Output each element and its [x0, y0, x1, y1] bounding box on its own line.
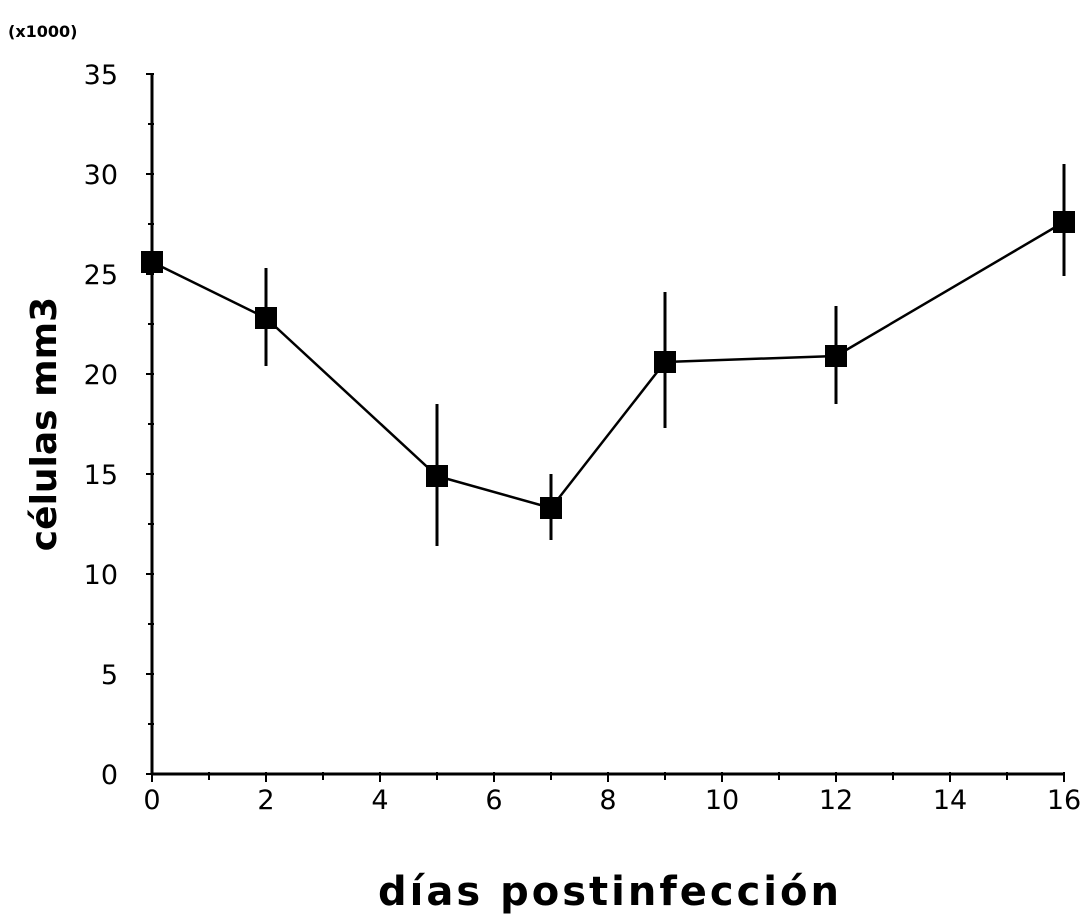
x-tick-label: 16 — [1047, 785, 1081, 816]
series-line-segment — [835, 220, 1065, 358]
x-axis-title: días postinfección — [378, 869, 842, 915]
axes — [150, 74, 1064, 776]
x-tick-label: 6 — [485, 785, 502, 816]
y-tick-label: 5 — [101, 660, 118, 691]
x-tick-label: 10 — [705, 785, 739, 816]
markers — [141, 211, 1075, 519]
y-tick-label: 35 — [84, 60, 118, 91]
y-tick-label: 0 — [101, 760, 118, 791]
y-axis-title: células mm3 — [24, 297, 65, 551]
y-ticks: 0 5 10 15 20 25 30 35 — [84, 60, 154, 791]
x-tick-label: 2 — [257, 785, 274, 816]
x-ticks: 0 2 4 6 8 10 12 14 16 — [143, 772, 1081, 816]
series-line-segment — [664, 354, 837, 364]
y-tick-label: 25 — [84, 260, 118, 291]
series-line-segment — [265, 317, 438, 477]
series-line-segment — [550, 361, 666, 509]
data-point — [825, 345, 847, 367]
series-line-segment — [436, 474, 552, 510]
error-bars — [264, 164, 1066, 546]
data-point — [654, 351, 676, 373]
data-point — [540, 497, 562, 519]
x-tick-label: 4 — [371, 785, 388, 816]
data-point — [426, 465, 448, 487]
x-tick-label: 12 — [819, 785, 853, 816]
data-point — [1053, 211, 1075, 233]
y-multiplier-label: (x1000) — [8, 22, 77, 41]
series-line-segment — [151, 260, 267, 320]
x-tick-label: 0 — [143, 785, 160, 816]
y-tick-label: 20 — [84, 360, 118, 391]
y-tick-label: 15 — [84, 460, 118, 491]
y-tick-label: 10 — [84, 560, 118, 591]
data-point — [255, 307, 277, 329]
x-tick-label: 14 — [933, 785, 967, 816]
x-tick-label: 8 — [599, 785, 616, 816]
series-line-group — [151, 220, 1065, 510]
y-tick-label: 30 — [84, 160, 118, 191]
